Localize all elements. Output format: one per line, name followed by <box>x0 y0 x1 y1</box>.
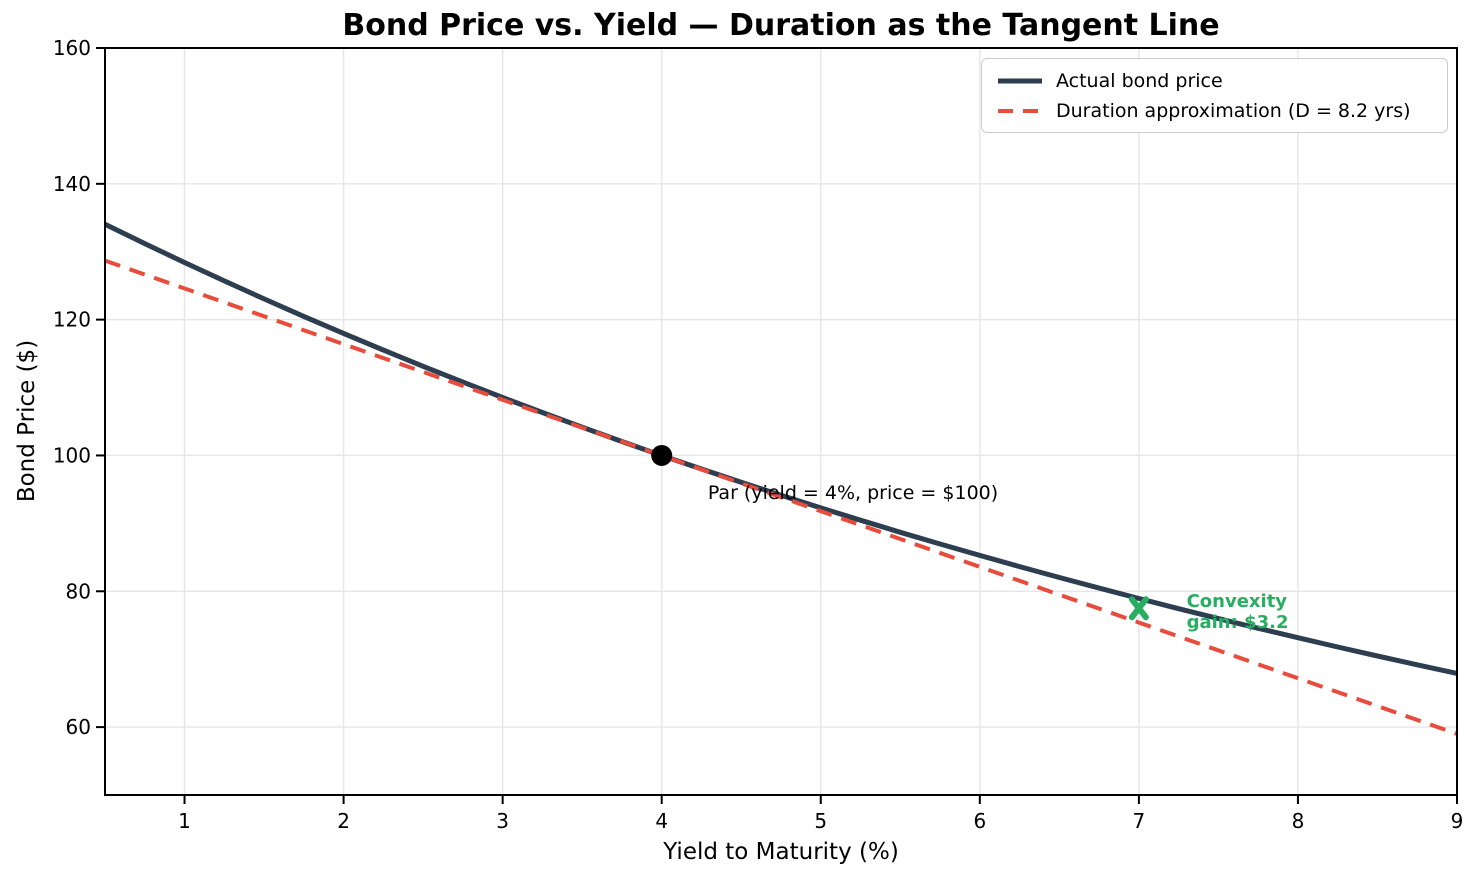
gridlines <box>105 47 1458 795</box>
axis-ticks: 1 2 3 4 5 6 7 8 9 60 80 100 120 140 160 <box>53 36 1464 833</box>
x-tick-label: 6 <box>973 809 986 833</box>
par-point <box>651 444 673 466</box>
x-axis-label: Yield to Maturity (%) <box>663 839 899 865</box>
x-tick-label: 1 <box>178 809 191 833</box>
dashed-line-swatch-icon <box>998 108 1042 113</box>
legend: Actual bond price Duration approximation… <box>981 58 1448 133</box>
y-tick-label: 140 <box>53 172 91 196</box>
y-tick-label: 60 <box>66 715 91 739</box>
x-tick-label: 7 <box>1133 809 1146 833</box>
y-axis-label: Bond Price ($) <box>14 339 40 503</box>
chart-title: Bond Price vs. Yield — Duration as the T… <box>342 8 1220 43</box>
solid-line-swatch-icon <box>998 78 1042 83</box>
legend-label-actual: Actual bond price <box>1056 69 1223 92</box>
plot-border <box>104 47 1458 796</box>
x-tick-label: 5 <box>814 809 827 833</box>
convexity-annotation: Convexity gain: $3.2 <box>1186 591 1289 634</box>
y-tick-label: 80 <box>66 579 91 603</box>
x-tick-label: 9 <box>1451 809 1464 833</box>
legend-label-duration: Duration approximation (D = 8.2 yrs) <box>1056 99 1411 122</box>
legend-item-duration: Duration approximation (D = 8.2 yrs) <box>996 98 1433 123</box>
par-annotation: Par (yield = 4%, price = $100) <box>707 481 999 504</box>
y-tick-label: 120 <box>53 308 91 332</box>
legend-item-actual: Actual bond price <box>996 68 1433 93</box>
x-tick-label: 2 <box>337 809 350 833</box>
convexity-x-marker <box>1128 596 1149 621</box>
y-tick-label: 160 <box>53 36 91 60</box>
x-tick-label: 8 <box>1292 809 1305 833</box>
y-tick-label: 100 <box>53 443 91 467</box>
series-line-1 <box>104 258 1458 736</box>
x-tick-label: 4 <box>655 809 668 833</box>
x-tick-label: 3 <box>496 809 509 833</box>
